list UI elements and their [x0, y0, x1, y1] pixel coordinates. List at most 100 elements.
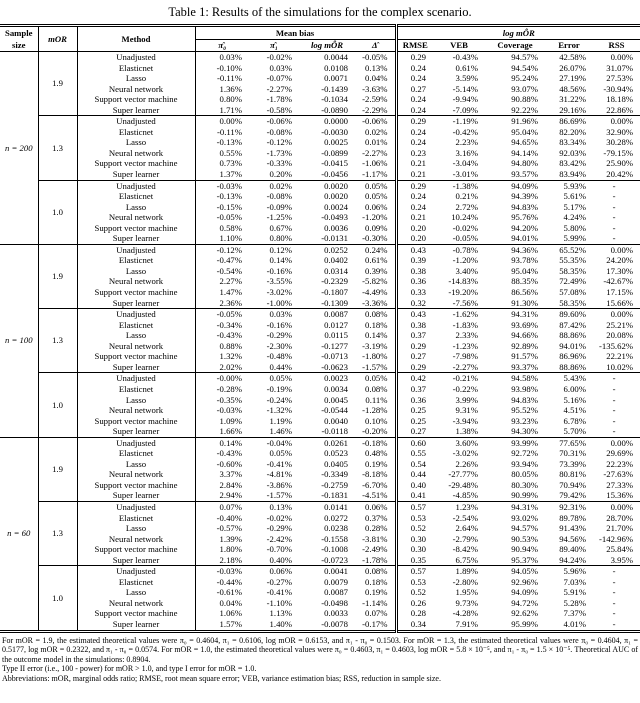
pi1-cell: -0.02% — [266, 52, 292, 62]
veb-cell: -1.83% — [452, 319, 478, 330]
pi0-cell: -0.03% — [195, 565, 249, 577]
pi1-cell: 0.12% — [249, 243, 299, 256]
method-cell: Super learner — [77, 169, 196, 181]
error-cell: 4.24% — [563, 212, 586, 223]
coverage-cell: 94.57% — [511, 523, 538, 534]
method-cell: Super learner — [77, 233, 196, 245]
error-cell: 86.96% — [559, 351, 586, 362]
method-cell: Lasso — [77, 587, 196, 598]
mor-value-label: 1.9 — [38, 436, 78, 502]
logmor-cell: -0.1558 — [321, 533, 348, 544]
rmse-cell: 0.44 — [394, 469, 433, 480]
error-cell: 5.96% — [545, 565, 593, 577]
veb-cell: -27.77% — [448, 469, 478, 480]
error-cell: 87.42% — [559, 319, 586, 330]
delta-cell: 0.05% — [355, 372, 396, 384]
table-row: 1.3 Unadjusted 0.07% 0.13% 0.0141 0.06% 0.57 1.… — [0, 500, 640, 566]
pi1-cell: -1.32% — [266, 405, 292, 416]
logmor-cell: -0.1439 — [321, 83, 348, 94]
pi0-cell: 2.94% — [219, 490, 242, 501]
table-row: Support vector machine 1.09% 1.19% 0.0040 0.… — [0, 415, 640, 427]
delta-cell: 0.05% — [355, 179, 396, 192]
error-cell: 88.86% — [559, 330, 586, 341]
error-cell: 6.78% — [563, 415, 586, 426]
rmse-cell: 0.34 — [394, 618, 433, 632]
error-cell: 7.37% — [563, 608, 586, 619]
pi0-cell: 0.58% — [219, 222, 242, 233]
coverage-cell: 80.30% — [511, 479, 538, 490]
coverage-cell: 95.99% — [511, 618, 538, 629]
delta-cell: 0.10% — [365, 415, 388, 426]
method-cell: Lasso — [77, 330, 196, 341]
rmse-cell: 0.54 — [394, 458, 433, 470]
veb-cell: 3.40% — [455, 265, 478, 276]
delta-cell: 0.01% — [365, 137, 388, 148]
logmor-cell: -0.3349 — [321, 469, 348, 480]
logmor-cell: -0.1277 — [321, 340, 348, 351]
pi1-cell: -0.08% — [266, 126, 292, 137]
pi1-cell: -2.42% — [266, 533, 292, 544]
mor-value-label: 1.9 — [38, 51, 78, 116]
pi0-cell: 1.39% — [219, 533, 242, 544]
rmse-cell: 0.24 — [394, 137, 433, 148]
table-footnotes: For mOR = 1.9, the estimated theoretical… — [0, 633, 640, 684]
coverage-cell: 93.69% — [511, 319, 538, 330]
logmor-cell: 0.0040 — [324, 415, 348, 426]
pi1-cell: -0.19% — [266, 383, 292, 394]
veb-cell: -14.83% — [448, 276, 478, 287]
veb-cell: -2.79% — [452, 533, 478, 544]
pi0-cell: -0.34% — [216, 319, 242, 330]
coverage-cell: 94.05% — [485, 565, 545, 577]
logmor-cell: 0.0020 — [299, 179, 355, 192]
error-cell: 92.31% — [545, 500, 593, 513]
pi1-cell: -0.70% — [266, 544, 292, 555]
pi1-cell: -0.29% — [266, 523, 292, 534]
table-row: Elasticnet -0.13% -0.08% 0.0020 0.05% 0.24 0.2… — [0, 191, 640, 202]
logmor-cell: -0.0456 — [321, 169, 348, 180]
table-row: Elasticnet -0.34% -0.16% 0.0127 0.18% 0.38 -1.… — [0, 319, 640, 331]
rss-cell: - — [593, 179, 640, 192]
veb-cell: 0.21% — [455, 191, 478, 202]
logmor-cell: -0.2329 — [321, 276, 348, 287]
rmse-cell: 0.24 — [394, 73, 433, 84]
method-cell: Lasso — [77, 137, 196, 148]
rss-cell: 17.15% — [606, 287, 634, 298]
delta-cell: -0.05% — [362, 52, 388, 62]
pi1-cell: 0.02% — [249, 179, 299, 192]
table-row: Support vector machine 1.47% -3.02% -0.1807… — [0, 287, 640, 298]
rss-cell: -79.15% — [603, 147, 634, 158]
sample-size-label: n = 60 — [0, 436, 39, 632]
pi0-cell: 1.10% — [219, 233, 242, 244]
veb-cell: -0.78% — [433, 243, 485, 256]
pi0-cell: 1.06% — [219, 608, 242, 619]
method-cell: Super learner — [77, 426, 196, 438]
veb-cell: -1.62% — [433, 308, 485, 320]
rss-cell: 32.90% — [606, 126, 634, 137]
rss-cell: 22.86% — [606, 104, 634, 115]
method-cell: Support vector machine — [77, 94, 196, 105]
coverage-cell: 86.56% — [511, 287, 538, 298]
method-cell: Unadjusted — [77, 372, 196, 384]
coverage-cell: 92.96% — [511, 576, 538, 587]
delta-cell: -4.49% — [362, 287, 388, 298]
rss-cell: -42.67% — [603, 276, 634, 287]
error-cell: 5.43% — [545, 372, 593, 384]
pi1-cell: -0.27% — [266, 576, 292, 587]
logmor-cell: -0.0899 — [321, 147, 348, 158]
rss-cell: 27.33% — [606, 479, 634, 490]
method-cell: Neural network — [77, 469, 196, 480]
rss-cell: 25.90% — [606, 158, 634, 169]
error-cell: 5.61% — [563, 191, 586, 202]
method-cell: Neural network — [77, 83, 196, 95]
pi0-cell: -0.05% — [216, 212, 242, 223]
delta-cell: 0.19% — [365, 458, 388, 469]
pi0-cell: -0.13% — [216, 191, 242, 202]
rmse-cell: 0.53 — [394, 576, 433, 588]
delta-cell: 0.24% — [355, 243, 396, 256]
rss-cell: 22.21% — [606, 351, 634, 362]
coverage-cell: 91.57% — [511, 351, 538, 362]
delta-cell: -2.27% — [362, 147, 388, 158]
rss-cell: 18.18% — [606, 94, 634, 105]
rmse-cell: 0.33 — [394, 287, 433, 298]
error-cell: 58.35% — [559, 297, 586, 308]
